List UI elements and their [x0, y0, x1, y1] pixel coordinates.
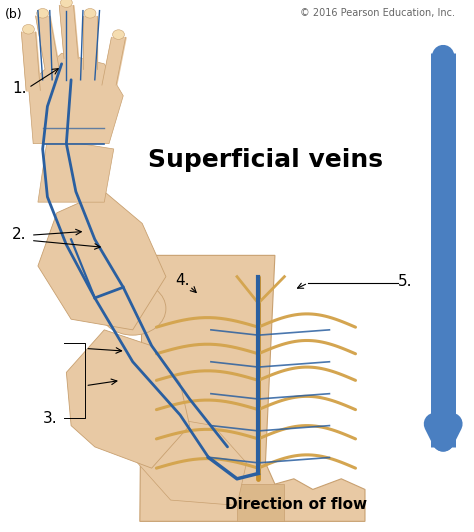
Ellipse shape	[36, 9, 48, 18]
Polygon shape	[237, 484, 284, 521]
Polygon shape	[66, 330, 190, 468]
Text: Superficial veins: Superficial veins	[148, 147, 383, 172]
Ellipse shape	[61, 0, 72, 7]
Text: © 2016 Pearson Education, Inc.: © 2016 Pearson Education, Inc.	[300, 8, 455, 18]
Text: 2.: 2.	[12, 227, 27, 243]
Ellipse shape	[84, 9, 96, 18]
Polygon shape	[28, 53, 123, 144]
Ellipse shape	[113, 30, 124, 39]
Polygon shape	[38, 138, 114, 202]
Text: 3.: 3.	[43, 411, 57, 426]
Text: 5.: 5.	[398, 274, 413, 289]
Polygon shape	[140, 255, 365, 521]
Text: 1.: 1.	[12, 81, 27, 96]
Text: 4.: 4.	[175, 272, 190, 288]
Ellipse shape	[22, 24, 34, 34]
Polygon shape	[137, 415, 246, 505]
Polygon shape	[38, 192, 166, 330]
Ellipse shape	[100, 282, 166, 335]
Text: Direction of flow: Direction of flow	[225, 497, 367, 512]
Text: (b): (b)	[5, 8, 22, 21]
